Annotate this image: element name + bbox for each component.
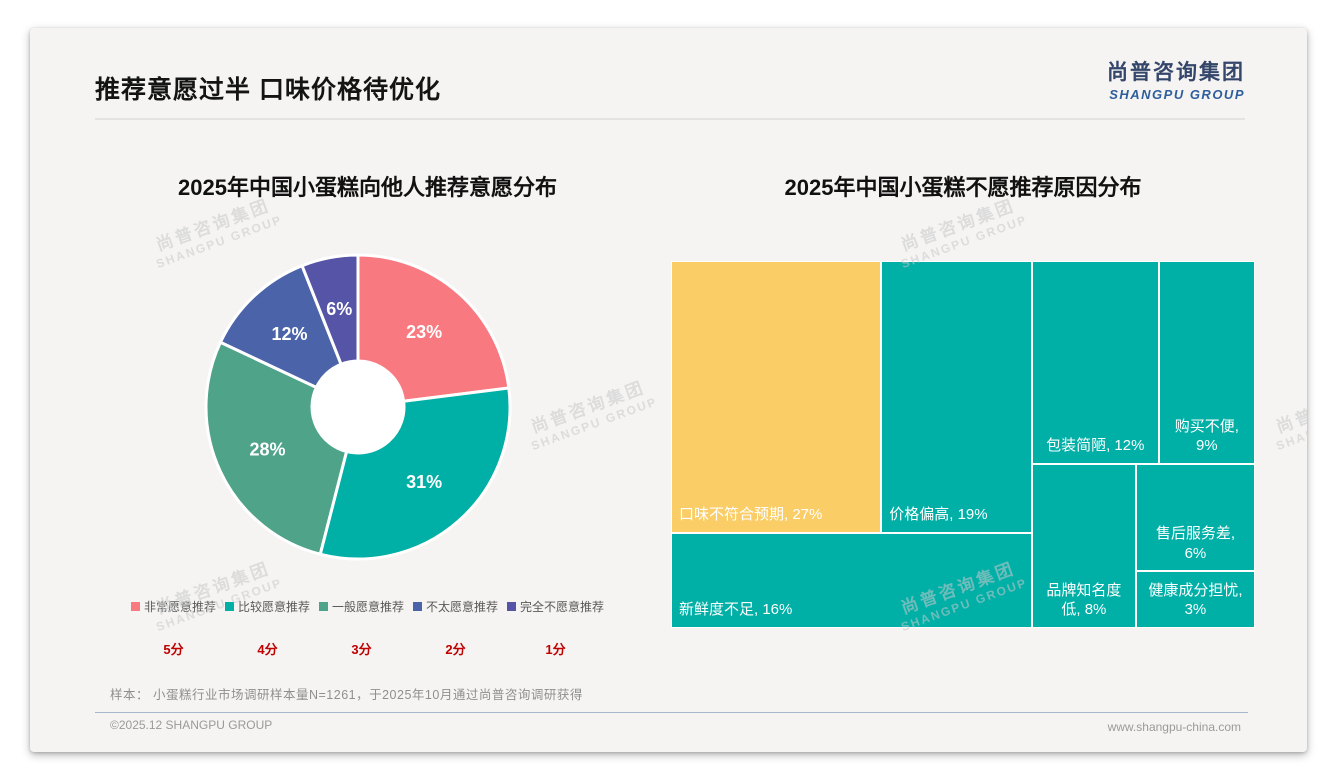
treemap-cell-label: 价格偏高, 19% — [889, 506, 988, 524]
legend-item: 不太愿意推荐 — [413, 598, 498, 615]
legend-label: 非常愿意推荐 — [143, 600, 216, 614]
treemap-cell-label: 购买不便, 9% — [1174, 417, 1239, 455]
donut-hole — [312, 361, 404, 453]
treemap-cell-label: 售后服务差, 6% — [1155, 525, 1235, 562]
donut-slice-value-label: 28% — [249, 440, 285, 460]
legend-item: 非常愿意推荐 — [130, 598, 216, 615]
slide-card: 推荐意愿过半 口味价格待优化 尚普咨询集团 SHANGPU GROUP 2025… — [30, 28, 1307, 752]
donut-slice-2 — [204, 340, 349, 556]
donut-chart: 23% 31% 28% 12% 6% — [204, 253, 512, 561]
page-title: 推荐意愿过半 口味价格待优化 — [95, 76, 441, 104]
treemap-cell-label: 新鲜度不足, 16% — [679, 601, 793, 619]
treemap-cell-0: 口味不符合预期, 27% — [671, 261, 882, 533]
legend-score-label: 5分 — [163, 642, 184, 657]
donut-legend: 非常愿意推荐 5分 比较愿意推荐 4分 一般愿意推荐 3分 不太愿意推荐 2分 完全不愿意推荐 1… — [95, 598, 640, 658]
legend-swatch-icon — [413, 602, 422, 611]
header-divider — [95, 118, 1245, 120]
watermark-line1: 尚普咨询集团 — [1273, 377, 1307, 437]
sample-note: 样本： 小蛋糕行业市场调研样本量N=1261，于2025年10月通过尚普咨询调研… — [110, 688, 583, 702]
treemap-cell-4: 购买不便, 9% — [1158, 261, 1255, 464]
logo-chinese-text: 尚普咨询集团 — [1107, 61, 1245, 84]
legend-swatch-icon — [318, 602, 328, 611]
logo-english-text: SHANGPU GROUP — [1109, 87, 1245, 102]
donut-slice-0 — [356, 253, 511, 403]
legend-column-3: 不太愿意推荐 2分 — [413, 598, 498, 658]
donut-slice-value-label: 31% — [406, 472, 442, 492]
legend-score-label: 1分 — [545, 642, 566, 657]
legend-label: 完全不愿意推荐 — [520, 600, 605, 614]
treemap-cell-6: 售后服务差, 6% — [1135, 463, 1255, 572]
treemap-cell-7: 健康成分担忧, 3% — [1135, 571, 1255, 628]
legend-label: 比较愿意推荐 — [237, 600, 310, 614]
treemap-cell-5: 品牌知名度 低, 8% — [1031, 463, 1136, 628]
legend-column-4: 完全不愿意推荐 1分 — [507, 598, 604, 658]
treemap-cell-label: 包装简陋, 12% — [1046, 437, 1145, 455]
treemap-chart-title: 2025年中国小蛋糕不愿推荐原因分布 — [784, 175, 1142, 200]
treemap-chart: 口味不符合预期, 27% 价格偏高, 19% 新鲜度不足, 16% 包装简陋, 12%… — [671, 261, 1255, 628]
legend-score-label: 4分 — [257, 642, 278, 657]
treemap-cell-2: 新鲜度不足, 16% — [671, 532, 1032, 628]
treemap-cell-3: 包装简陋, 12% — [1031, 261, 1159, 464]
legend-swatch-icon — [130, 602, 140, 611]
website-text: www.shangpu-china.com — [1107, 720, 1241, 734]
donut-slice-value-label: 12% — [271, 324, 307, 344]
legend-swatch-icon — [224, 602, 234, 611]
legend-item: 完全不愿意推荐 — [507, 598, 604, 615]
company-logo: 尚普咨询集团 SHANGPU GROUP — [1107, 56, 1245, 102]
donut-slice-3 — [218, 264, 343, 389]
donut-slice-1 — [318, 386, 512, 561]
legend-score-label: 2分 — [445, 642, 466, 657]
legend-label: 不太愿意推荐 — [426, 600, 499, 614]
legend-item: 比较愿意推荐 — [224, 598, 310, 615]
treemap-cell-label: 品牌知名度 低, 8% — [1046, 581, 1122, 619]
legend-label: 一般愿意推荐 — [331, 600, 404, 614]
legend-score-label: 3分 — [351, 642, 372, 657]
legend-column-2: 一般愿意推荐 3分 — [318, 598, 404, 658]
footer-divider — [95, 712, 1248, 713]
donut-slice-value-label: 6% — [326, 299, 352, 319]
legend-column-1: 比较愿意推荐 4分 — [224, 598, 310, 658]
watermark-line1: 尚普咨询集团 — [528, 377, 648, 437]
treemap-cell-label: 健康成分担忧, 3% — [1148, 581, 1243, 619]
watermark-line2: SHANGPU GROUP — [529, 394, 660, 454]
legend-swatch-icon — [507, 602, 517, 611]
treemap-cell-1: 价格偏高, 19% — [881, 261, 1032, 533]
copyright-text: ©2025.12 SHANGPU GROUP — [110, 718, 273, 732]
legend-column-0: 非常愿意推荐 5分 — [130, 598, 216, 658]
donut-slice-4 — [300, 253, 360, 366]
donut-chart-title: 2025年中国小蛋糕向他人推荐意愿分布 — [178, 175, 557, 200]
legend-item: 一般愿意推荐 — [318, 598, 404, 615]
treemap-cell-label: 口味不符合预期, 27% — [679, 506, 823, 524]
watermark-line2: SHANGPU GROUP — [1274, 394, 1307, 454]
donut-slice-value-label: 23% — [406, 322, 442, 342]
